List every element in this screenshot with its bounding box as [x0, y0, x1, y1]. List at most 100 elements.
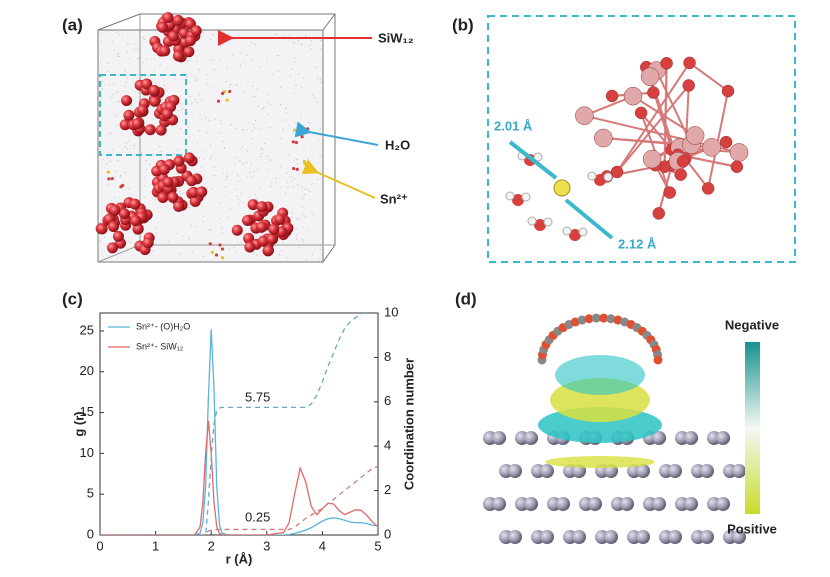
atom [118, 208, 130, 220]
water-dot [242, 62, 244, 64]
water-dot [278, 253, 280, 255]
water-dot [158, 146, 161, 148]
molecule [107, 177, 111, 181]
molecule [303, 162, 307, 166]
water-dot [307, 160, 309, 163]
water-dot [276, 55, 278, 57]
water-dot [243, 91, 245, 93]
atom [129, 198, 141, 210]
atom [149, 95, 161, 107]
water-dot [295, 85, 297, 87]
water-dot [186, 75, 188, 78]
water-dot [274, 33, 277, 35]
water-dot [106, 70, 108, 72]
water-dot [206, 74, 208, 76]
water-dot [180, 190, 182, 192]
water-dot [182, 107, 184, 110]
water-dot [118, 53, 120, 55]
water-dot [114, 49, 116, 51]
atom [186, 175, 198, 187]
atom [562, 226, 572, 236]
panel-d: (d) Negative Positive [455, 289, 779, 544]
water-dot [268, 94, 270, 96]
water-dot [266, 60, 268, 62]
water-dot [142, 36, 145, 38]
charge-cloud [545, 456, 655, 468]
series-line [100, 329, 378, 535]
water-dot [314, 97, 316, 99]
water-dot [152, 153, 154, 155]
water-dot [114, 113, 116, 115]
atom [663, 186, 677, 199]
water-dot [285, 111, 288, 114]
cluster [505, 56, 749, 241]
water-dot [311, 47, 313, 50]
water-dot [236, 84, 238, 86]
distance-bar [564, 198, 614, 240]
water-dot [242, 163, 244, 165]
water-dot [124, 172, 127, 174]
water-dot [198, 69, 200, 71]
water-dot [229, 111, 231, 113]
water-dot [209, 38, 212, 41]
water-dot [209, 59, 211, 61]
water-dot [167, 241, 169, 243]
water-dot [280, 137, 282, 140]
x-tick-label: 2 [208, 538, 215, 553]
water-dot [137, 49, 139, 51]
water-dot [240, 52, 243, 54]
water-dot [269, 127, 271, 129]
water-dot [263, 142, 266, 145]
water-dot [287, 186, 289, 188]
water-dot [303, 76, 305, 79]
water-dot [127, 247, 129, 249]
water-dot [211, 155, 213, 157]
water-dot [290, 180, 293, 182]
water-dot [291, 216, 293, 219]
water-dot [287, 181, 289, 183]
water-dot [312, 183, 314, 185]
water-dot [224, 146, 226, 149]
atom [172, 14, 184, 26]
water-dot [124, 145, 126, 147]
water-dot [232, 54, 234, 56]
atom [190, 25, 202, 37]
water-dot [128, 188, 130, 190]
water-dot [198, 94, 200, 96]
water-dot [211, 188, 213, 190]
water-dot [220, 119, 222, 121]
water-dot [301, 226, 304, 228]
water-dot [303, 145, 305, 147]
x-tick-label: 1 [152, 538, 159, 553]
water-dot [100, 109, 102, 111]
water-dot [209, 144, 211, 146]
atom [244, 241, 256, 253]
atom [701, 182, 715, 195]
water-dot [247, 81, 249, 84]
water-dot [145, 159, 147, 161]
water-dot [198, 129, 200, 132]
panel-b: (b) 2.01 Å 2.12 Å [452, 15, 796, 263]
water-dot [282, 128, 284, 130]
water-dot [262, 148, 264, 150]
water-dot [140, 152, 142, 154]
water-dot [133, 49, 135, 51]
water-dot [193, 244, 196, 247]
water-dot [241, 191, 243, 193]
water-dot [163, 79, 165, 81]
water-dot [112, 93, 114, 95]
molecule [208, 242, 212, 246]
water-dot [294, 57, 296, 60]
water-dot [101, 88, 103, 90]
atom [685, 126, 705, 145]
water-dot [108, 183, 110, 185]
water-dot [204, 151, 206, 153]
water-dot [192, 251, 194, 253]
box-edge [322, 13, 336, 31]
water-dot [196, 142, 198, 144]
x-tick-label: 5 [374, 538, 381, 553]
water-dot [297, 39, 299, 42]
atom [243, 232, 255, 244]
water-dot [118, 33, 120, 35]
atom [96, 223, 108, 235]
